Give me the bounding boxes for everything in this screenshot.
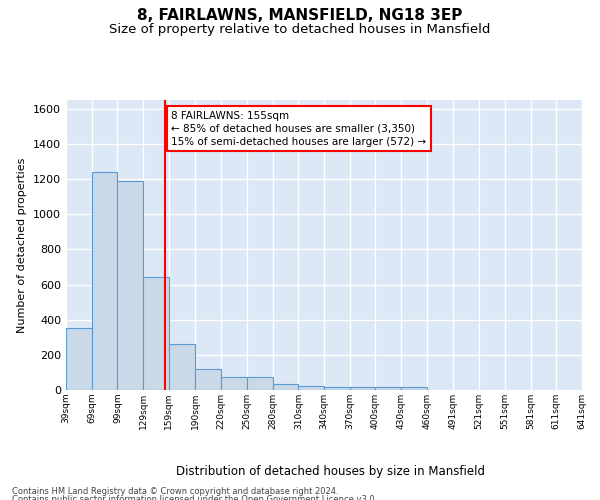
Bar bbox=[118, 181, 143, 390]
Bar bbox=[92, 172, 118, 390]
Bar bbox=[298, 386, 324, 390]
Text: 8 FAIRLAWNS: 155sqm
← 85% of detached houses are smaller (3,350)
15% of semi-det: 8 FAIRLAWNS: 155sqm ← 85% of detached ho… bbox=[172, 110, 427, 147]
Bar bbox=[376, 388, 401, 390]
Bar bbox=[324, 388, 350, 390]
Bar bbox=[66, 328, 92, 390]
Text: 8, FAIRLAWNS, MANSFIELD, NG18 3EP: 8, FAIRLAWNS, MANSFIELD, NG18 3EP bbox=[137, 8, 463, 22]
Bar bbox=[350, 388, 376, 390]
Bar bbox=[221, 378, 247, 390]
Text: Size of property relative to detached houses in Mansfield: Size of property relative to detached ho… bbox=[109, 22, 491, 36]
Bar bbox=[401, 388, 427, 390]
Bar bbox=[169, 344, 196, 390]
Bar bbox=[196, 369, 221, 390]
Y-axis label: Number of detached properties: Number of detached properties bbox=[17, 158, 28, 332]
Text: Distribution of detached houses by size in Mansfield: Distribution of detached houses by size … bbox=[176, 464, 485, 477]
Text: Contains HM Land Registry data © Crown copyright and database right 2024.: Contains HM Land Registry data © Crown c… bbox=[12, 488, 338, 496]
Bar bbox=[247, 378, 272, 390]
Bar bbox=[272, 384, 298, 390]
Text: Contains public sector information licensed under the Open Government Licence v3: Contains public sector information licen… bbox=[12, 495, 377, 500]
Bar bbox=[143, 276, 169, 390]
